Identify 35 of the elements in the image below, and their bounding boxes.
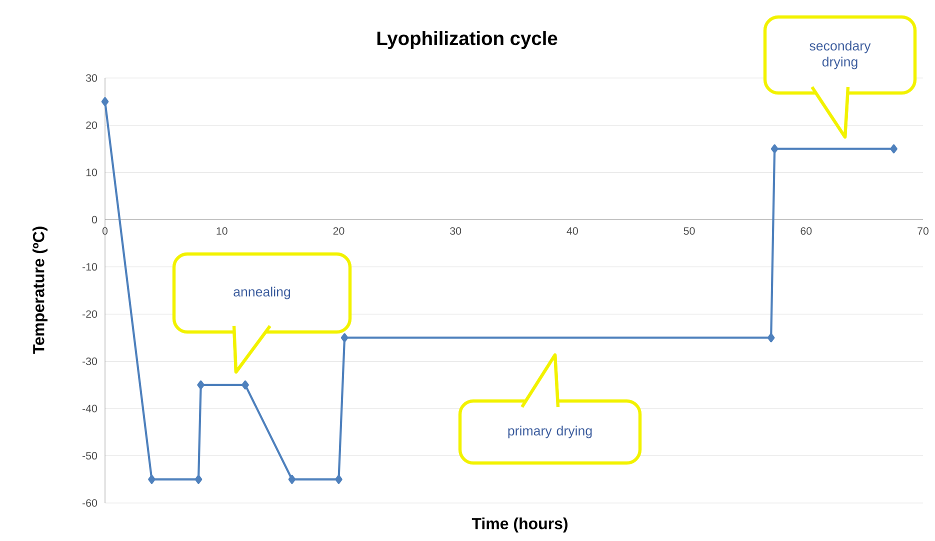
x-axis-title: Time (hours) xyxy=(472,518,568,532)
y-tick-label: 0 xyxy=(92,216,98,224)
annotation: annealing xyxy=(234,286,290,300)
point xyxy=(767,333,775,342)
point xyxy=(770,144,778,154)
point xyxy=(288,474,296,484)
y-tick-label: 20 xyxy=(86,121,98,129)
y-tick-label: -20 xyxy=(82,310,98,318)
y-tick-label: 10 xyxy=(86,168,98,176)
point xyxy=(335,474,342,484)
x-tick-label: 60 xyxy=(800,227,812,235)
point xyxy=(242,380,249,390)
chart-title: Lyophilization cycle xyxy=(377,31,558,49)
y-tick-label: -60 xyxy=(82,499,98,507)
point xyxy=(197,380,204,390)
point xyxy=(194,474,202,484)
point xyxy=(148,474,156,484)
point xyxy=(101,97,109,106)
text: secondary drying xyxy=(810,40,871,70)
x-tick-label: 10 xyxy=(216,227,228,235)
y-tick-label: -30 xyxy=(82,358,98,366)
x-tick-label: 50 xyxy=(684,227,695,235)
y-tick-label: -50 xyxy=(82,452,98,460)
y-axis-title: Temperature (ºC) xyxy=(32,226,48,354)
point xyxy=(340,333,348,342)
y-tick-label: -40 xyxy=(82,404,98,412)
y-tick-label: -10 xyxy=(82,263,98,271)
x-tick-label: 40 xyxy=(566,227,578,235)
point xyxy=(890,144,898,154)
x-tick-label: 0 xyxy=(102,227,108,235)
x-tick-label: 70 xyxy=(918,227,929,235)
x-tick-label: 30 xyxy=(450,227,462,235)
y-tick-label: 30 xyxy=(86,74,98,82)
x-tick-label: 20 xyxy=(333,227,344,235)
annotation: primary drying xyxy=(508,426,592,438)
